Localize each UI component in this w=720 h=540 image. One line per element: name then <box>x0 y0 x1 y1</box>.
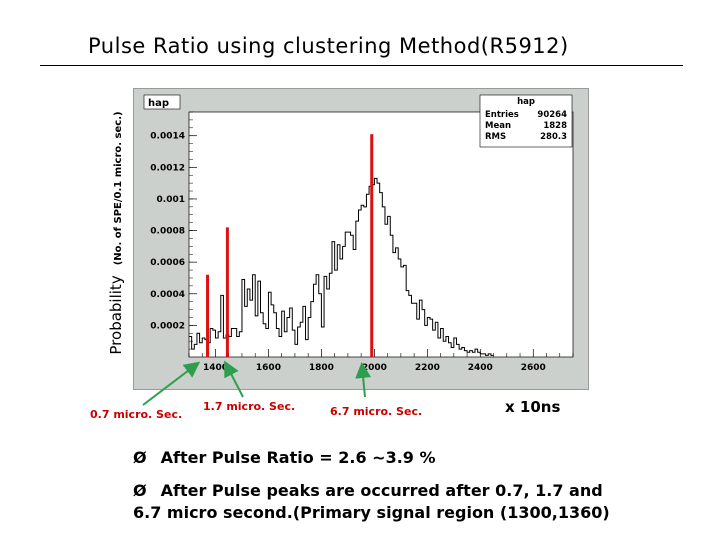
stats-title: hap <box>517 97 535 107</box>
stats-mean-value: 1828 <box>543 121 567 131</box>
y-tick-label: 0.0004 <box>150 290 185 300</box>
bullet-after-pulse-ratio: Ø After Pulse Ratio = 2.6 ~3.9 % <box>133 448 436 467</box>
bullet-text: After Pulse peaks are occurred after 0.7… <box>160 481 603 500</box>
title-divider <box>40 65 683 66</box>
y-tick-label: 0.0006 <box>150 258 185 268</box>
histogram-name: hap <box>148 98 169 109</box>
x-tick-label: 1800 <box>309 363 334 373</box>
x-tick-label: 1400 <box>203 363 228 373</box>
y-axis-title-main: Probability <box>107 274 125 355</box>
x-axis-unit-label: x 10ns <box>505 398 561 416</box>
annotation-0-7-microsec: 0.7 micro. Sec. <box>90 408 183 421</box>
x-tick-label: 2200 <box>415 363 440 373</box>
histogram-name-box: hap <box>143 94 181 110</box>
bullet-arrow-icon: Ø <box>133 481 147 500</box>
stats-rms-value: 280.3 <box>540 132 567 142</box>
stats-entries-value: 90264 <box>537 110 567 120</box>
stats-mean-label: Mean <box>485 121 511 131</box>
bullet-continuation: 6.7 micro second.(Primary signal region … <box>133 503 610 522</box>
annotation-6-7-microsec: 6.7 micro. Sec. <box>330 405 423 418</box>
bullet-text: After Pulse Ratio = 2.6 ~3.9 % <box>160 448 436 467</box>
bullet-after-pulse-peaks: Ø After Pulse peaks are occurred after 0.… <box>133 481 603 500</box>
histogram-pad <box>188 111 574 358</box>
y-tick-label: 0.0002 <box>150 321 185 331</box>
y-axis-title: Probability (No. of SPE/0.1 micro. sec.) <box>101 90 131 375</box>
y-axis-title-units: (No. of SPE/0.1 micro. sec.) <box>113 110 124 265</box>
histogram-plot: 1400 1600 1800 2000 2200 2400 2600 0.0002 0.0004… <box>135 90 587 388</box>
annotation-1-7-microsec: 1.7 micro. Sec. <box>203 400 296 413</box>
x-tick-label: 1600 <box>256 363 281 373</box>
x-tick-label: 2600 <box>521 363 546 373</box>
x-tick-label: 2400 <box>468 363 493 373</box>
slide-title: Pulse Ratio using clustering Method(R591… <box>88 34 569 58</box>
y-tick-label: 0.0008 <box>150 227 185 237</box>
stats-rms-label: RMS <box>485 132 506 142</box>
bullet-arrow-icon: Ø <box>133 448 147 467</box>
y-tick-label: 0.0012 <box>150 163 185 173</box>
y-tick-label: 0.0014 <box>150 132 185 142</box>
histogram-outline <box>189 177 494 356</box>
x-tick-label: 2000 <box>362 363 387 373</box>
stats-box: hap Entries 90264 Mean 1828 RMS 280.3 <box>479 94 573 148</box>
y-tick-label: 0.001 <box>157 195 185 205</box>
stats-entries-label: Entries <box>485 110 519 120</box>
